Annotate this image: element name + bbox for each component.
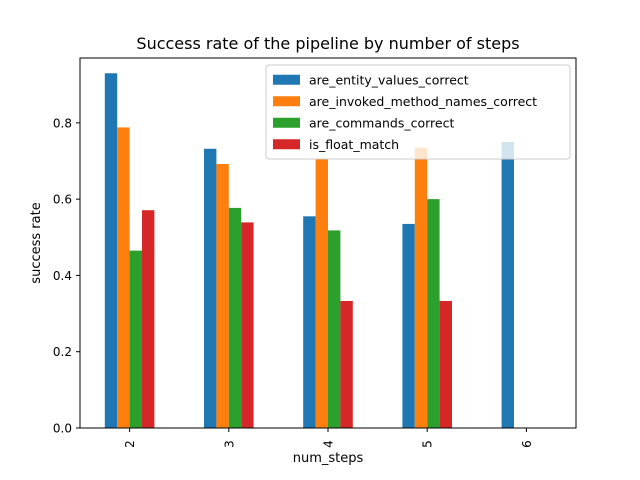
bar-are_entity_values_correct-3: [204, 148, 217, 428]
y-tick-label: 0.8: [53, 116, 72, 130]
bar-are_invoked_method_names_correct-5: [414, 147, 428, 428]
bar-is_float_match-5: [439, 300, 452, 428]
x-tick-label: 5: [421, 440, 435, 448]
bar-are_entity_values_correct-5: [402, 223, 415, 428]
bar-is_float_match-3: [241, 222, 254, 428]
legend-label: is_float_match: [309, 137, 399, 152]
bar-are_commands_correct-5: [427, 199, 440, 428]
legend: are_entity_values_correct are_invoked_met…: [265, 64, 571, 160]
legend-label: are_invoked_method_names_correct: [309, 94, 537, 109]
legend-box: [265, 64, 571, 160]
x-tick-label: 2: [123, 440, 137, 448]
bar-are_commands_correct-2: [129, 250, 142, 428]
bar-is_float_match-4: [340, 300, 353, 428]
y-tick-label: 0.2: [53, 345, 72, 359]
y-axis-label: success rate: [29, 202, 44, 283]
y-tick-label: 0.0: [53, 422, 72, 436]
bar-are_commands_correct-4: [328, 230, 341, 428]
x-tick-label: 6: [520, 440, 534, 448]
bar-is_float_match-2: [142, 210, 155, 428]
legend-label: are_entity_values_correct: [309, 72, 469, 87]
bar-are_invoked_method_names_correct-3: [216, 164, 229, 429]
y-tick-label: 0.6: [53, 193, 72, 207]
x-tick-label: 3: [222, 440, 236, 448]
legend-swatch: [273, 139, 300, 150]
x-axis: 2 3 4 5 6: [123, 428, 534, 448]
legend-label: are_commands_correct: [309, 115, 454, 130]
bar-are_entity_values_correct-2: [104, 73, 118, 428]
bars-layer: [104, 73, 514, 429]
legend-swatch: [273, 96, 300, 107]
bar-are_invoked_method_names_correct-4: [315, 159, 328, 428]
bar-are_entity_values_correct-6: [501, 141, 514, 429]
x-axis-label: num_steps: [293, 451, 364, 466]
bar-are_entity_values_correct-4: [303, 216, 316, 428]
y-axis: 0.0 0.2 0.4 0.6 0.8: [53, 116, 80, 436]
chart-title: Success rate of the pipeline by number o…: [136, 34, 519, 53]
bar-are_invoked_method_names_correct-2: [117, 127, 130, 429]
legend-swatch: [273, 74, 300, 85]
y-tick-label: 0.4: [53, 269, 72, 283]
legend-swatch: [273, 117, 300, 128]
bar-are_commands_correct-3: [228, 207, 242, 428]
x-tick-label: 4: [322, 440, 336, 448]
